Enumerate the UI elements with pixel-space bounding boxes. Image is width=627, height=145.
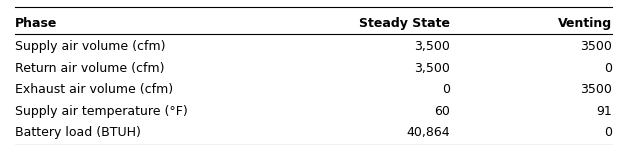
Text: 0: 0 [442,83,450,96]
Text: 3,500: 3,500 [414,40,450,53]
Text: 3500: 3500 [580,40,612,53]
Text: Return air volume (cfm): Return air volume (cfm) [15,62,165,75]
Text: Phase: Phase [15,17,58,30]
Text: Venting: Venting [557,17,612,30]
Text: Exhaust air volume (cfm): Exhaust air volume (cfm) [15,83,173,96]
Text: 91: 91 [596,105,612,118]
Text: 3500: 3500 [580,83,612,96]
Text: Supply air volume (cfm): Supply air volume (cfm) [15,40,166,53]
Text: 0: 0 [604,62,612,75]
Text: Supply air temperature (°F): Supply air temperature (°F) [15,105,188,118]
Text: 3,500: 3,500 [414,62,450,75]
Text: 40,864: 40,864 [406,126,450,139]
Text: 60: 60 [435,105,450,118]
Text: Battery load (BTUH): Battery load (BTUH) [15,126,141,139]
Text: Steady State: Steady State [359,17,450,30]
Text: 0: 0 [604,126,612,139]
